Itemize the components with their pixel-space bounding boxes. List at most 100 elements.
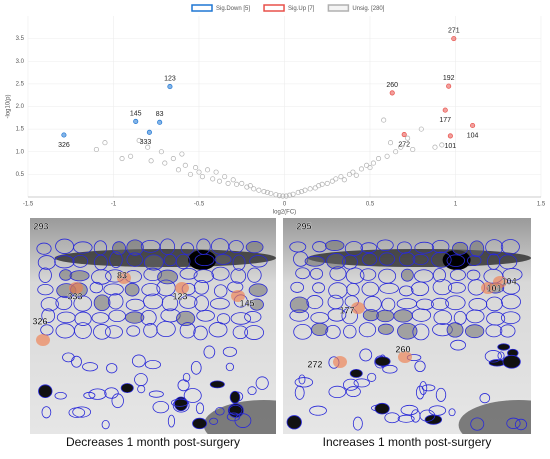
- data-point: [299, 189, 305, 195]
- data-point: [170, 155, 176, 162]
- spot-contour: [226, 412, 241, 422]
- data-point: [210, 176, 216, 182]
- data-point: [312, 185, 318, 191]
- data-point: [213, 169, 219, 175]
- data-point: [295, 189, 301, 196]
- highlight: [398, 351, 412, 363]
- spot-contour: [234, 413, 252, 428]
- spot-contour: [88, 388, 107, 400]
- spot-contour: [140, 309, 157, 326]
- spot-contour: [171, 398, 189, 407]
- point-label: 260: [386, 82, 398, 89]
- data-point: [451, 36, 457, 42]
- spot-contour: [514, 418, 528, 431]
- x-tick-label: 1.5: [537, 202, 546, 208]
- spot-contour: [502, 268, 523, 282]
- spot-contour: [179, 295, 198, 309]
- spot-contour: [176, 310, 196, 327]
- spot-contour: [289, 296, 310, 314]
- spot-contour: [304, 255, 325, 267]
- data-point: [187, 171, 194, 177]
- spot-contour: [214, 284, 228, 298]
- x-axis-label: log2(FC): [273, 210, 296, 216]
- data-point: [148, 158, 154, 164]
- spot-contour: [195, 402, 205, 415]
- legend-swatch: [191, 4, 213, 12]
- highlight: [231, 290, 245, 302]
- data-point: [446, 83, 452, 89]
- data-point: [358, 166, 365, 172]
- spot-contour: [249, 255, 268, 268]
- data-point: [333, 176, 339, 182]
- spot-contour: [374, 356, 391, 367]
- x-tick-label: 0.5: [366, 202, 375, 208]
- spot-contour: [71, 355, 82, 368]
- data-point: [405, 135, 411, 141]
- spot-contour: [469, 240, 485, 258]
- data-point: [324, 180, 330, 186]
- spot-contour: [379, 252, 396, 266]
- point-label: 101: [445, 143, 457, 150]
- gel-band: [188, 250, 217, 270]
- spot-contour: [499, 324, 516, 338]
- spot-contour: [143, 323, 158, 338]
- data-point: [273, 192, 279, 198]
- spot-contour: [488, 359, 506, 367]
- spot-contour: [131, 354, 146, 368]
- spot-contour: [93, 324, 111, 340]
- spot-contour: [209, 297, 230, 310]
- data-point: [319, 181, 325, 187]
- highlight: [493, 276, 507, 288]
- spot-contour: [54, 391, 67, 400]
- point-label: 123: [164, 75, 176, 82]
- spot-contour: [126, 252, 143, 267]
- spot-contour: [397, 414, 415, 423]
- spot-contour: [500, 239, 520, 255]
- spot-contour: [448, 408, 456, 417]
- data-point: [329, 178, 335, 184]
- data-point: [364, 162, 370, 168]
- spot-contour: [62, 352, 75, 363]
- spot-contour: [419, 409, 436, 422]
- data-point: [432, 144, 438, 150]
- data-point: [216, 178, 223, 184]
- spot-contour: [377, 323, 394, 335]
- gel-shadow: [458, 400, 531, 434]
- spot-label: 272: [307, 359, 322, 369]
- data-point: [338, 174, 344, 180]
- y-tick-label: 3.5: [16, 36, 25, 42]
- x-tick-label: 0: [283, 202, 287, 208]
- data-point: [398, 144, 404, 150]
- spot-contour: [342, 378, 359, 391]
- data-point: [384, 153, 390, 159]
- spot-contour: [180, 242, 195, 255]
- spot-contour: [196, 309, 215, 322]
- spot-contour: [148, 390, 164, 398]
- spot-contour: [103, 283, 124, 296]
- spot-contour: [376, 309, 395, 323]
- x-tick-label: -0.5: [194, 202, 205, 208]
- spot-contour: [430, 297, 449, 311]
- spot-contour: [72, 406, 92, 418]
- spot-contour: [73, 295, 93, 312]
- spot-contour: [230, 312, 252, 325]
- spot-contour: [398, 252, 416, 267]
- spot-contour: [327, 308, 347, 322]
- spot-contour: [36, 242, 52, 255]
- highlight: [117, 272, 131, 284]
- spot-contour: [143, 254, 164, 271]
- data-point: [136, 137, 142, 143]
- x-tick-label: 1: [454, 202, 458, 208]
- point-label: 271: [448, 27, 460, 34]
- highlight: [36, 334, 50, 346]
- spot-contour: [485, 324, 503, 338]
- data-point: [158, 149, 164, 155]
- spot-contour: [485, 296, 503, 312]
- spot-contour: [414, 241, 435, 254]
- spot-contour: [465, 324, 485, 339]
- data-point: [442, 107, 448, 113]
- spot-contour: [374, 402, 390, 415]
- spot-label: 333: [67, 291, 82, 301]
- point-label: 192: [443, 75, 455, 82]
